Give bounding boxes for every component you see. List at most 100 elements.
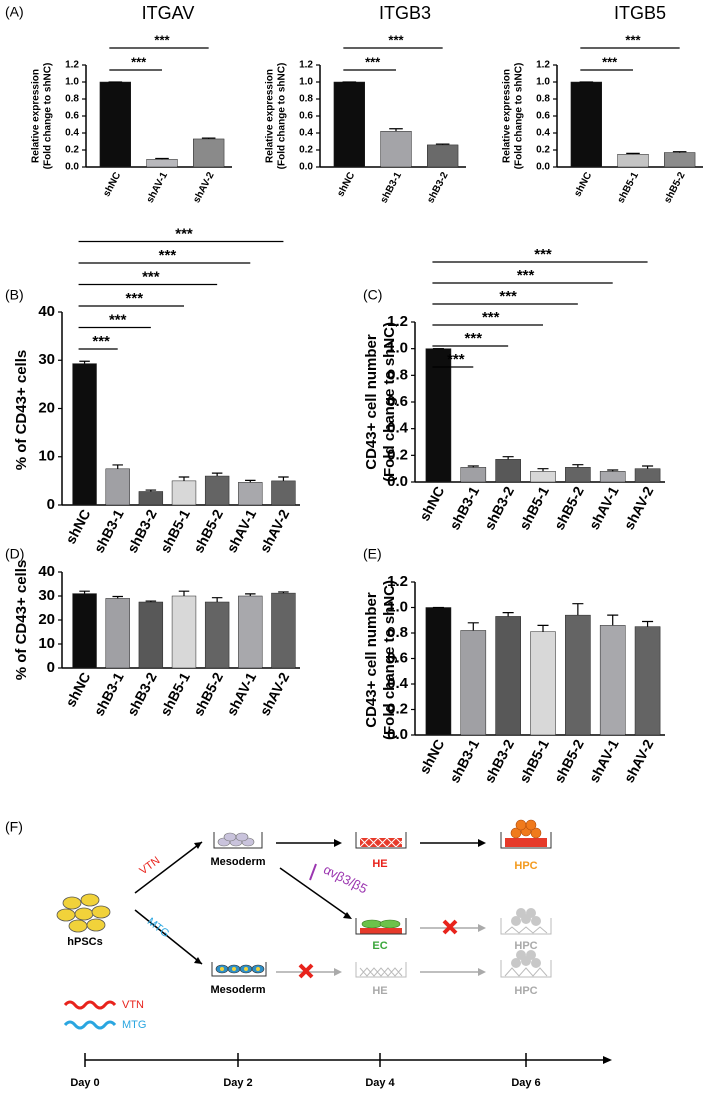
x-tick-label: shB5-1	[616, 170, 642, 205]
cell	[80, 893, 100, 907]
x-tick-label: shB3-2	[124, 506, 160, 555]
bar	[599, 625, 626, 736]
error-bar	[178, 476, 190, 481]
y-tick-label: 0.4	[387, 420, 409, 437]
dish-outline	[500, 960, 552, 978]
block-mark	[298, 963, 314, 979]
y-tick-label: 0.2	[536, 145, 550, 156]
x-tick-label: shNC	[62, 507, 93, 547]
error-bar	[389, 128, 403, 132]
timeline-label: Day 0	[70, 1077, 99, 1089]
x-tick-label: shNC	[62, 670, 93, 710]
y-axis-label: (Fold change to shNC)	[514, 63, 525, 170]
arrow	[279, 867, 349, 917]
node-label: HPC	[514, 985, 537, 997]
cell	[531, 916, 541, 926]
error-bar	[572, 464, 584, 468]
x-tick-label: shB3-2	[425, 170, 451, 205]
y-tick-label: 0.4	[65, 128, 79, 139]
y-tick-label: 1.0	[387, 340, 408, 357]
y-tick-label: 0.0	[387, 726, 408, 743]
bar	[380, 131, 412, 168]
error-bar	[79, 360, 90, 364]
cell	[235, 832, 249, 842]
bar	[171, 595, 197, 669]
y-axis-label: (Fold change to shNC)	[381, 322, 398, 482]
x-tick-label: shB5-2	[551, 736, 587, 785]
y-axis-label: CD43+ cell number	[363, 334, 380, 470]
node-label: EC	[372, 940, 387, 952]
error-bar	[245, 593, 256, 596]
chart-title: ITGB3	[379, 3, 431, 23]
y-tick-label: 40	[38, 563, 55, 580]
y-tick-label: 20	[38, 611, 55, 628]
node-label: Mesoderm	[210, 984, 265, 996]
arrow-head	[194, 957, 202, 964]
mesh	[359, 967, 403, 977]
timeline-label: Day 4	[365, 1077, 395, 1089]
x-tick-label: shAV-2	[256, 506, 292, 555]
error-bar	[178, 590, 190, 596]
nucleus	[244, 967, 248, 971]
chart-title: ITGB5	[614, 3, 666, 23]
y-tick-label: 0	[47, 496, 55, 513]
x-tick-label: shB3-1	[446, 736, 482, 785]
error-bar	[278, 476, 289, 481]
error-bar	[537, 468, 549, 472]
error-bar	[435, 143, 450, 145]
significance-label: ***	[534, 246, 552, 263]
nucleus	[220, 967, 224, 971]
bar	[565, 467, 591, 483]
cell	[361, 919, 383, 929]
y-tick-label: 0.4	[536, 128, 550, 139]
error-bar	[467, 465, 479, 468]
x-tick-label: shNC	[335, 170, 357, 198]
y-tick-label: 0.8	[299, 94, 313, 105]
node-label: Mesoderm	[210, 856, 265, 868]
error-bar	[502, 612, 514, 617]
cell	[74, 907, 94, 921]
y-tick-label: 0.0	[299, 162, 313, 173]
bar	[634, 626, 661, 736]
error-bar	[145, 600, 157, 602]
bar	[105, 468, 130, 506]
bar	[204, 601, 230, 669]
significance-label: ***	[109, 311, 127, 328]
error-bar	[79, 590, 90, 594]
y-axis-label: Relative expression	[502, 69, 513, 163]
error-bar	[642, 465, 654, 469]
layer	[360, 928, 402, 934]
error-bar	[211, 597, 223, 602]
x-tick-label: shB3-1	[91, 506, 127, 555]
bar	[72, 593, 97, 669]
dish-outline	[500, 918, 552, 935]
bar	[565, 614, 591, 736]
nucleus	[232, 967, 236, 971]
x-tick-label: shAV-1	[145, 170, 170, 205]
y-tick-label: 0.0	[387, 473, 408, 490]
x-tick-label: shAV-1	[586, 736, 622, 785]
cell	[62, 896, 82, 910]
bar	[495, 459, 521, 483]
error-bar	[211, 472, 223, 477]
bar	[634, 468, 661, 483]
y-tick-label: 30	[38, 587, 55, 604]
chart-title: ITGAV	[142, 3, 195, 23]
x-tick-label: shB3-1	[379, 170, 405, 205]
bar	[460, 467, 487, 483]
bar	[425, 348, 452, 483]
significance-label: ***	[499, 288, 517, 305]
nucleus	[256, 967, 260, 971]
arrow-head	[603, 1056, 612, 1064]
dish-outline	[355, 962, 407, 978]
panel-label: (E)	[363, 546, 382, 562]
bar	[664, 152, 696, 168]
bar	[146, 159, 178, 168]
y-axis-label: CD43+ cell number	[363, 592, 380, 728]
x-tick-label: shAV-1	[223, 669, 259, 718]
significance-label: ***	[447, 351, 465, 368]
arrow-head	[343, 912, 352, 919]
bar	[530, 471, 556, 483]
